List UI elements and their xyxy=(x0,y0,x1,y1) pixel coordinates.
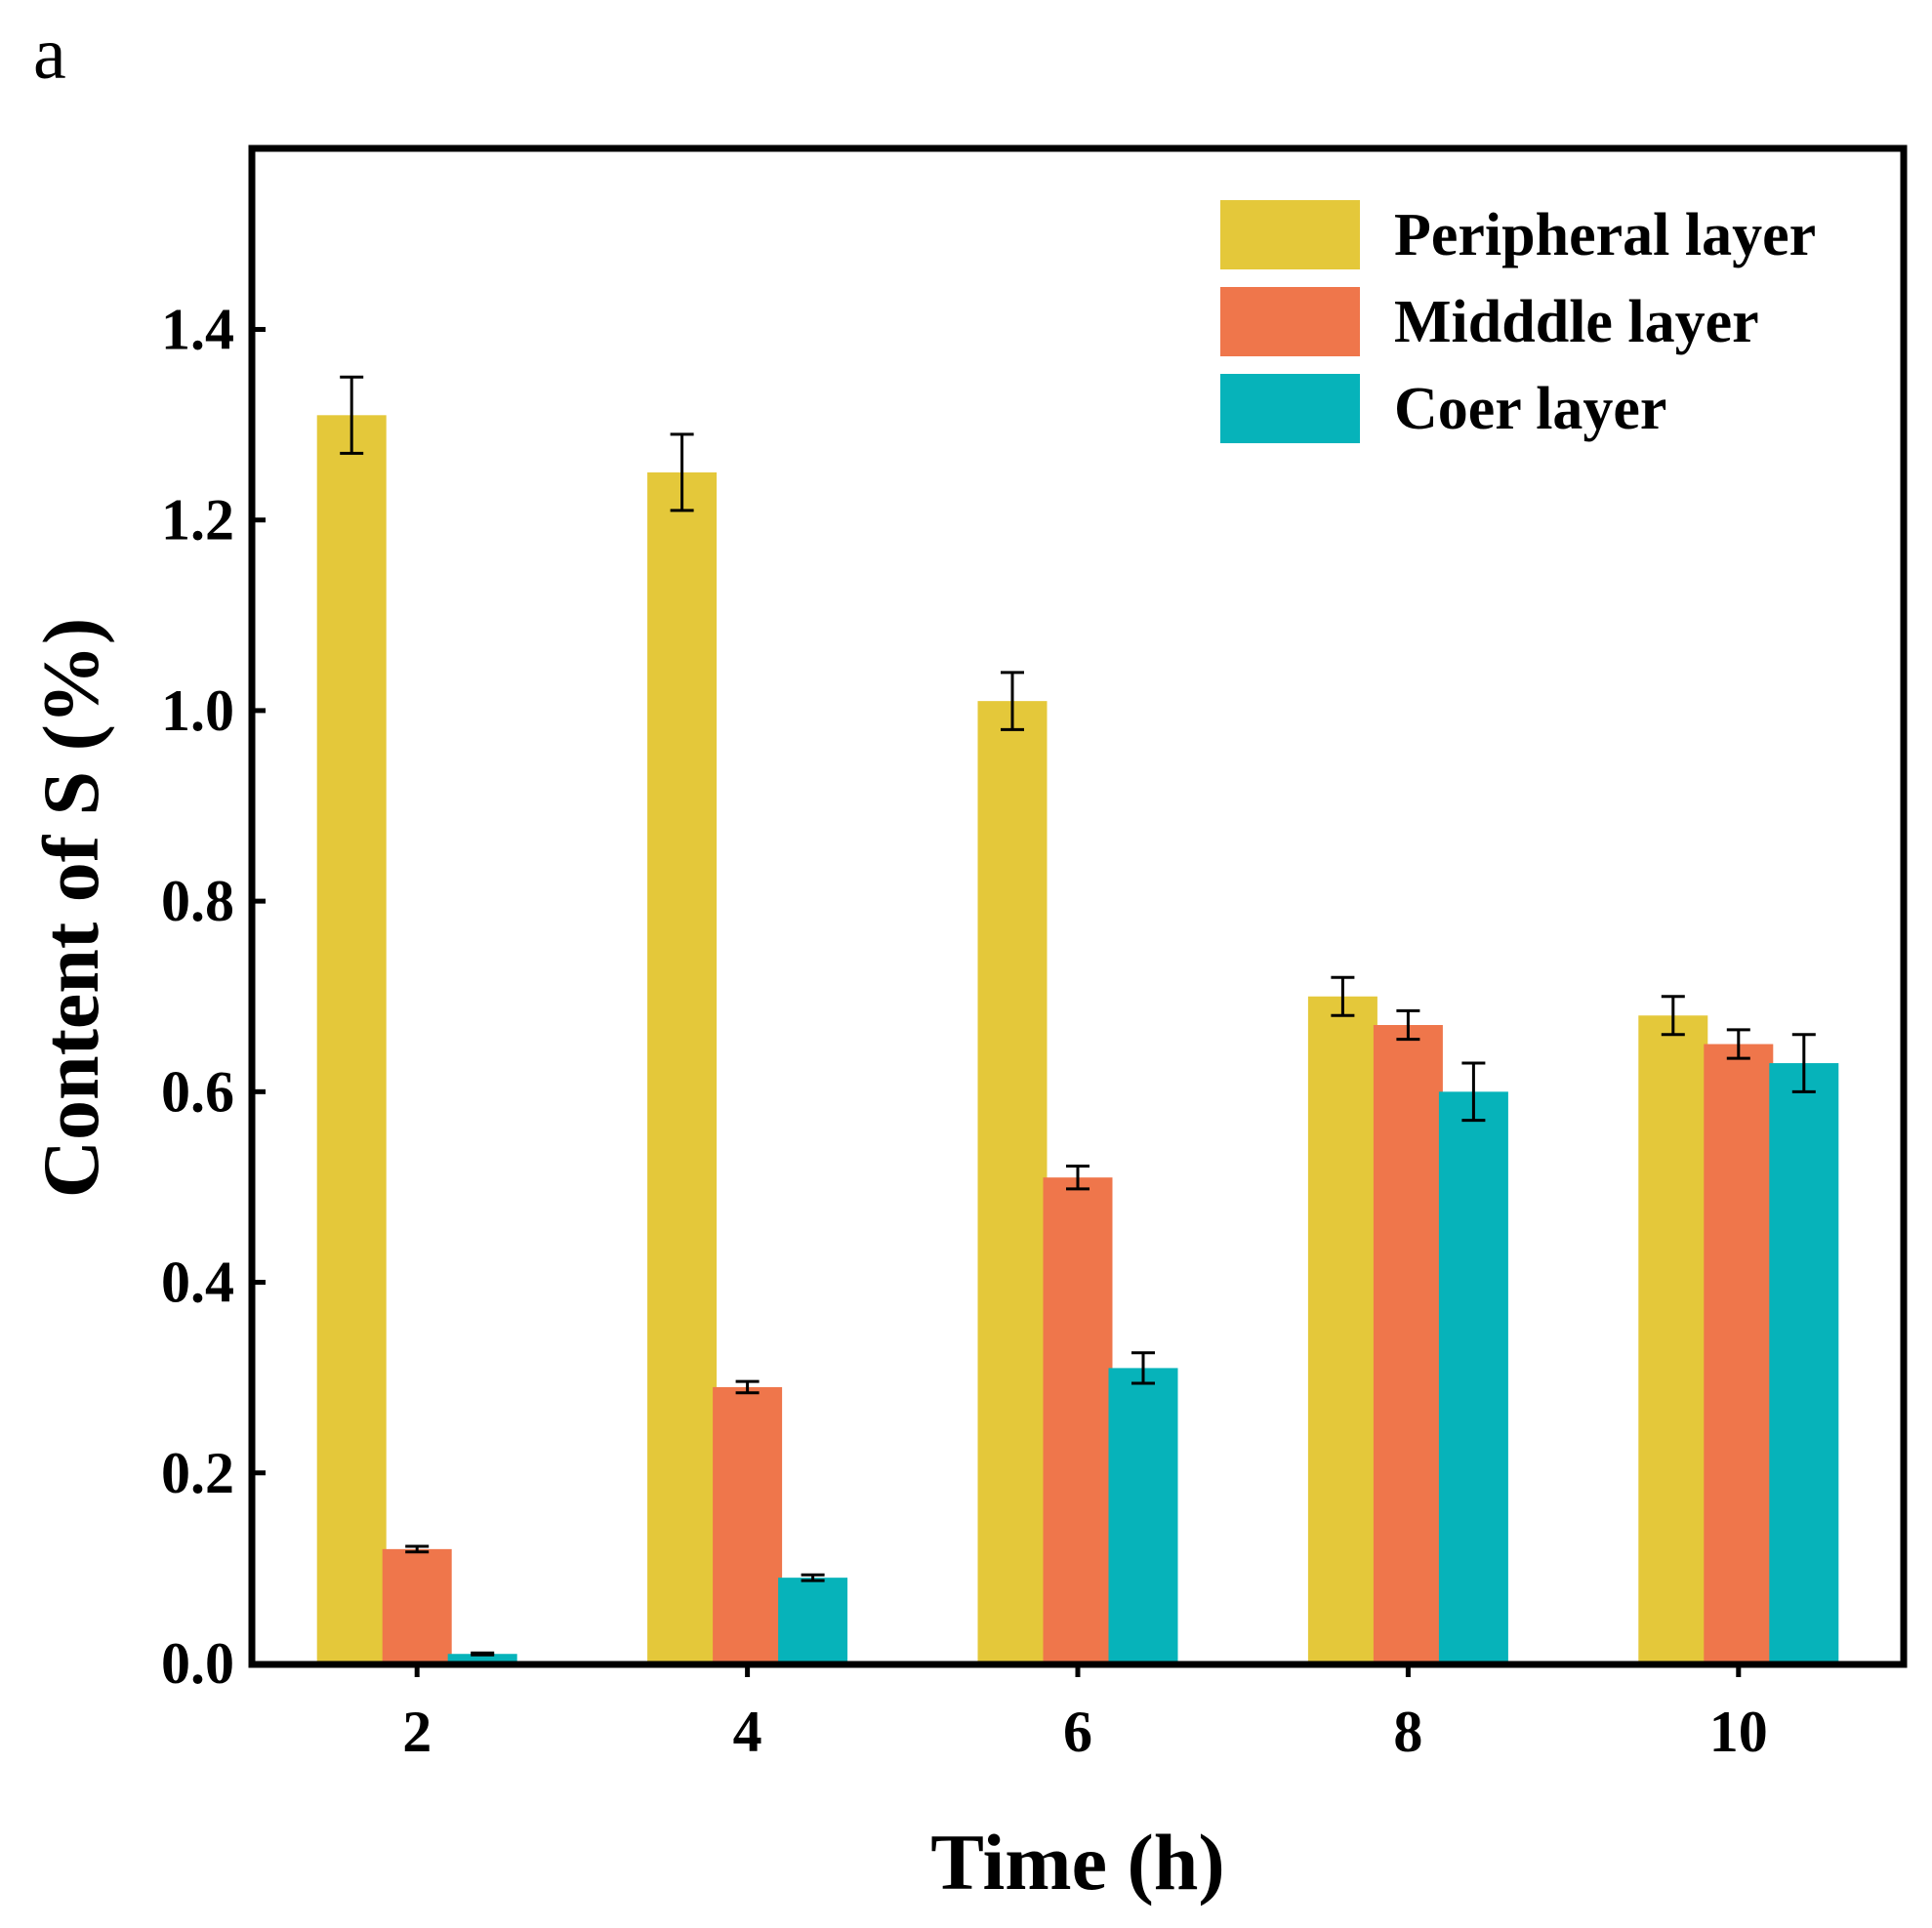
bar xyxy=(1307,996,1377,1663)
bar xyxy=(778,1578,848,1663)
bar xyxy=(977,701,1048,1663)
y-tick-label: 0.6 xyxy=(161,1059,234,1124)
y-tick-label: 1.2 xyxy=(161,488,234,553)
x-axis-title: Time (h) xyxy=(930,1818,1224,1907)
x-tick-label: 8 xyxy=(1393,1700,1422,1764)
bar xyxy=(316,415,387,1664)
x-tick-label: 6 xyxy=(1063,1700,1092,1764)
bar xyxy=(1704,1044,1774,1663)
bar xyxy=(1638,1015,1708,1663)
bar xyxy=(382,1548,452,1663)
x-tick-label: 4 xyxy=(733,1700,762,1764)
x-tick-label: 10 xyxy=(1709,1700,1768,1764)
bar xyxy=(447,1654,517,1663)
legend-swatch xyxy=(1220,287,1360,356)
bar xyxy=(1438,1091,1508,1663)
y-tick-label: 0.0 xyxy=(161,1631,234,1696)
bar xyxy=(1043,1177,1113,1663)
bar xyxy=(1373,1025,1443,1663)
legend-swatch xyxy=(1220,374,1360,443)
legend-label: Coer layer xyxy=(1394,376,1666,442)
y-tick-label: 0.2 xyxy=(161,1441,234,1505)
y-axis-title: Content of S (%) xyxy=(26,618,115,1198)
plot-frame xyxy=(248,144,1908,1668)
y-tick-label: 0.4 xyxy=(161,1251,234,1315)
bar xyxy=(713,1386,783,1663)
legend-label: Midddle layer xyxy=(1394,289,1759,355)
panel-label: a xyxy=(33,13,66,95)
bar xyxy=(1769,1063,1839,1663)
legend-swatch xyxy=(1220,200,1360,269)
y-tick-label: 0.8 xyxy=(161,869,234,933)
y-tick-label: 1.0 xyxy=(161,678,234,743)
legend-label: Peripheral layer xyxy=(1394,202,1816,268)
bar xyxy=(647,472,718,1663)
bar xyxy=(1108,1368,1178,1663)
y-tick-label: 1.4 xyxy=(161,297,234,361)
x-tick-label: 2 xyxy=(402,1700,432,1764)
